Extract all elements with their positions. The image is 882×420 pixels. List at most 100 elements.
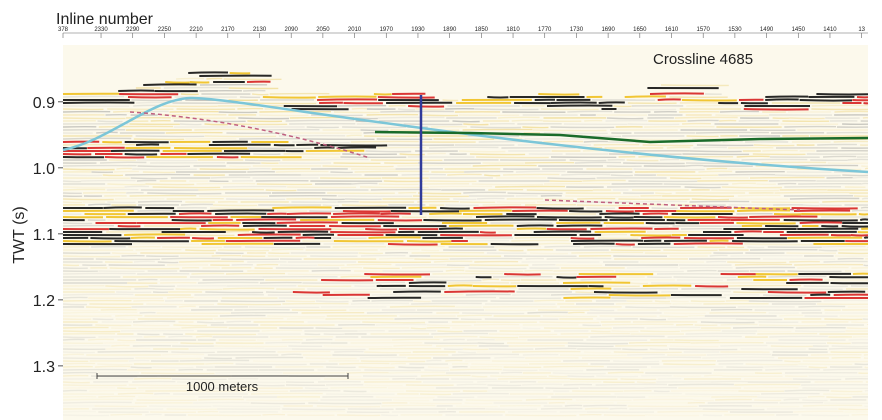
crossline-label: Crossline 4685 <box>653 51 753 68</box>
reflector <box>565 196 639 197</box>
reflector <box>669 349 737 350</box>
x-tick-label: 1570 <box>697 27 711 33</box>
reflector <box>649 396 711 397</box>
reflector <box>390 306 455 307</box>
reflector <box>145 184 194 185</box>
x-tick-label: 2170 <box>221 27 235 33</box>
reflector <box>63 390 87 391</box>
scale-bar-label: 1000 meters <box>186 379 259 394</box>
reflector <box>192 238 214 239</box>
reflector <box>317 99 377 100</box>
reflector <box>223 288 274 289</box>
reflector <box>570 160 607 161</box>
reflector <box>693 400 714 401</box>
reflector <box>641 237 680 238</box>
reflector <box>456 406 498 407</box>
reflector <box>100 162 146 163</box>
reflector <box>540 322 600 323</box>
reflector <box>775 175 841 176</box>
reflector <box>469 268 527 269</box>
reflector <box>430 186 493 187</box>
reflector <box>862 198 868 199</box>
reflector <box>98 121 123 122</box>
x-tick-label: 13 <box>858 27 865 33</box>
reflector <box>605 217 634 218</box>
reflector <box>853 177 868 178</box>
reflector <box>276 171 329 172</box>
reflector <box>424 370 449 371</box>
reflector <box>864 237 868 238</box>
reflector <box>543 366 603 367</box>
reflector <box>661 291 731 292</box>
reflector <box>637 382 656 383</box>
reflector <box>411 328 426 329</box>
reflector <box>252 94 268 95</box>
x-tick-label: 1530 <box>728 27 742 33</box>
reflector <box>681 330 721 331</box>
reflector <box>591 331 611 332</box>
reflector <box>445 360 462 361</box>
reflector <box>63 352 95 353</box>
reflector <box>281 354 301 355</box>
x-tick-label: 1410 <box>823 27 837 33</box>
reflector <box>63 402 132 403</box>
x-tick-label: 2090 <box>285 27 299 33</box>
reflector <box>848 159 868 160</box>
reflector <box>768 292 826 293</box>
reflector <box>457 315 492 316</box>
reflector <box>367 312 433 313</box>
reflector <box>499 250 524 251</box>
reflector <box>226 231 249 232</box>
reflector <box>622 349 647 350</box>
reflector <box>822 201 868 202</box>
reflector <box>497 202 536 203</box>
reflector <box>179 261 244 262</box>
reflector <box>134 261 155 262</box>
reflector <box>131 237 155 238</box>
reflector <box>245 160 280 161</box>
reflector <box>584 246 631 247</box>
reflector <box>449 289 495 290</box>
reflector <box>118 393 153 394</box>
reflector <box>63 118 126 119</box>
reflector <box>162 145 209 146</box>
reflector <box>434 261 473 262</box>
reflector <box>360 357 406 358</box>
reflector <box>627 160 659 161</box>
reflector <box>829 348 868 349</box>
reflector <box>584 352 611 353</box>
reflector <box>88 204 110 205</box>
reflector <box>217 304 281 305</box>
reflector <box>512 120 543 121</box>
reflector <box>655 301 670 302</box>
reflector <box>660 316 688 317</box>
reflector <box>523 328 541 329</box>
reflector <box>568 376 595 377</box>
reflector <box>105 157 144 158</box>
reflector <box>547 258 612 259</box>
reflector <box>611 331 638 332</box>
reflector <box>749 216 817 217</box>
reflector <box>543 141 583 142</box>
reflector <box>380 111 454 112</box>
reflector <box>378 97 435 98</box>
y-axis-title: TWT (s) <box>11 206 28 263</box>
reflector <box>365 229 397 230</box>
reflector <box>292 142 349 143</box>
reflector <box>99 126 173 127</box>
reflector <box>842 175 868 176</box>
reflector <box>198 282 259 283</box>
reflector <box>352 183 378 184</box>
reflector <box>198 399 244 400</box>
reflector <box>575 162 621 163</box>
reflector <box>111 345 129 346</box>
reflector <box>734 231 762 232</box>
x-tick-label: 1770 <box>538 27 552 33</box>
reflector <box>715 115 768 116</box>
reflector <box>561 174 610 175</box>
reflector <box>238 234 301 235</box>
reflector <box>179 213 212 214</box>
reflector <box>860 219 868 220</box>
reflector <box>165 82 189 83</box>
reflector <box>136 144 159 145</box>
